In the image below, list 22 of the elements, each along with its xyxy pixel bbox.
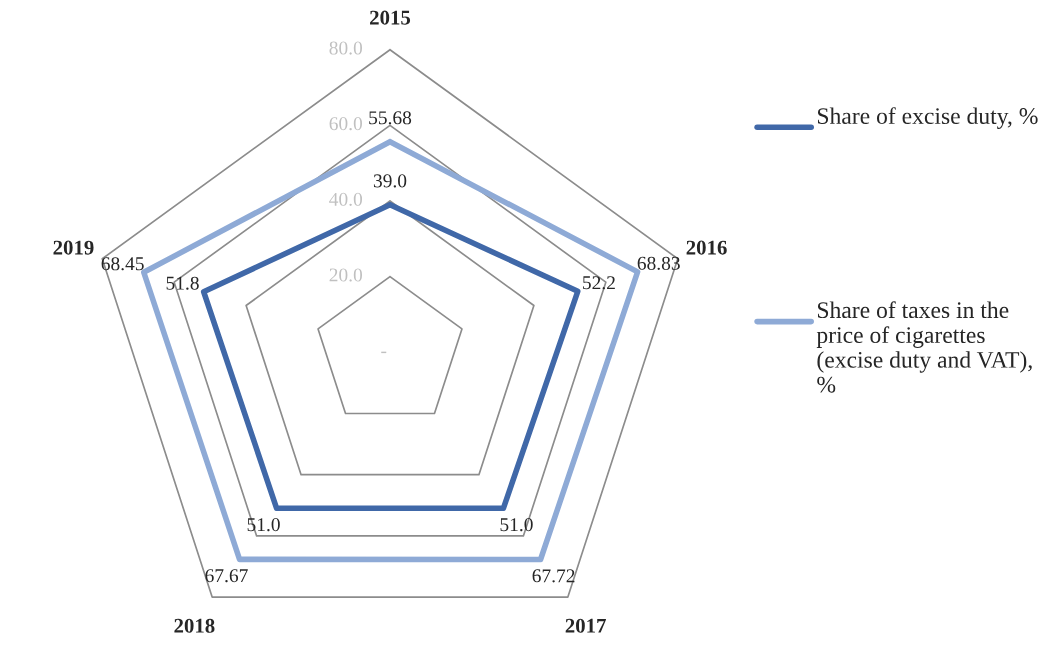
data-label: 51.0 <box>247 518 280 532</box>
legend-label: Share of excise duty, % <box>817 107 1038 129</box>
data-label: 68.83 <box>637 256 680 270</box>
y-tick-label: 40.0 <box>329 192 363 206</box>
spoke-label: 2017 <box>565 618 606 633</box>
legend-label: Share of taxes in the price of cigarettes (excise duty and VAT), % <box>816 301 1032 393</box>
data-label: 52.2 <box>583 276 615 290</box>
data-label: 68.45 <box>101 257 144 271</box>
data-label: 39.0 <box>373 174 407 188</box>
y-tick-label: 20.0 <box>329 268 363 282</box>
spoke-label: 2015 <box>370 10 411 25</box>
data-label: 51.0 <box>500 518 533 532</box>
spoke-label: 2018 <box>174 618 215 633</box>
data-label: 55.68 <box>369 111 412 125</box>
spoke-label: 2019 <box>53 240 94 255</box>
y-tick-label: - <box>381 351 387 354</box>
y-tick-label: 60.0 <box>329 117 363 131</box>
data-label: 51.8 <box>166 276 199 290</box>
y-tick-label: 80.0 <box>329 41 363 55</box>
spoke-label: 2016 <box>686 240 727 255</box>
data-label: 67.67 <box>205 569 248 583</box>
data-label: 67.72 <box>532 569 575 583</box>
